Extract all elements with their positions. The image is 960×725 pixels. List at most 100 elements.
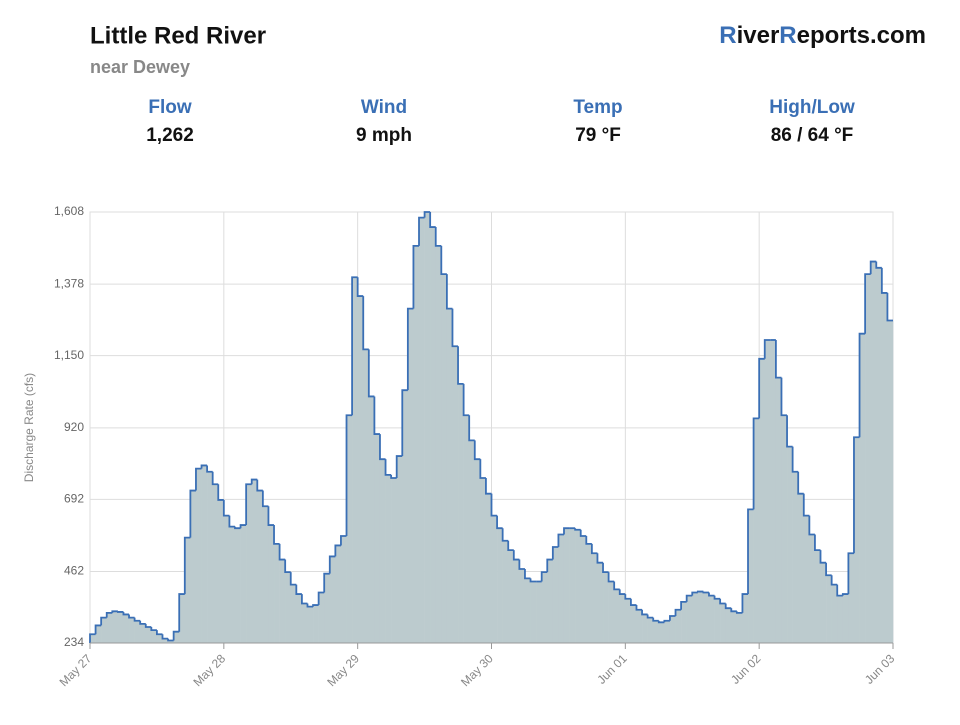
area-step [374,434,381,643]
area-step [274,543,280,643]
line-step [367,349,375,398]
area-step [870,261,877,643]
stat-label: Wind [361,97,407,118]
line-step [418,216,425,246]
line-step [334,544,341,557]
line-step [312,604,319,607]
line-step [719,598,726,605]
line-step [590,543,598,555]
line-step [373,396,380,435]
line-step [797,471,804,495]
line-step [351,276,358,416]
area-step [697,591,704,643]
area-step [781,415,788,643]
area-step [207,471,213,643]
area-step [151,630,158,643]
area-step [340,536,347,643]
area-step [708,595,715,643]
stat-value: 86 / 64 °F [771,125,854,146]
area-step [257,490,264,643]
area-step [798,493,805,643]
area-step [820,562,827,643]
line-step [501,528,509,542]
area-step [569,528,576,643]
area-step [513,559,520,643]
area-step [117,611,124,643]
y-axis-label: Discharge Rate (cfs) [22,373,36,482]
line-step [880,267,888,294]
line-step [445,274,453,310]
y-tick-label: 462 [64,564,84,578]
line-step [802,493,810,517]
area-step [391,478,398,643]
area-step [413,245,420,643]
area-step [446,308,453,643]
area-step [563,528,570,643]
brand-part: R [719,22,736,49]
y-tick-label: 234 [64,635,84,649]
y-tick-label: 692 [64,492,84,506]
area-step [363,349,370,643]
line-step [261,490,269,508]
line-step [362,296,369,351]
line-step [752,417,760,510]
area-step [106,612,113,643]
line-step [646,614,654,619]
line-step [267,506,275,526]
line-step [139,620,146,625]
line-step [206,465,213,473]
line-step [401,389,408,457]
line-step [195,467,202,491]
area-step [352,277,358,643]
area-step [218,499,225,643]
line-step [830,575,838,586]
line-step [150,627,157,632]
area-step [129,617,135,643]
area-step [480,478,487,643]
area-step [803,515,810,643]
area-step [491,515,498,643]
area-step [285,572,292,643]
line-step [869,260,877,275]
line-step [133,617,141,622]
area-step [748,509,754,643]
x-tick-label: Jun 01 [594,651,630,687]
area-step [630,605,637,643]
area-step [402,390,409,643]
area-step [686,595,693,643]
area-step [614,589,621,643]
area-step [201,465,208,643]
line-step [747,508,754,595]
area-step [379,459,386,643]
line-step [217,484,224,501]
area-step [229,526,236,643]
line-step [323,572,330,593]
line-step [116,611,124,613]
line-step [853,436,860,554]
line-step [585,536,592,545]
area-step [184,537,191,643]
area-step [619,594,626,643]
area-step [290,584,297,643]
stat-value: 9 mph [356,125,412,146]
line-step [529,578,537,583]
line-step [434,227,442,247]
line-step [234,526,241,530]
area-step [530,581,537,643]
area-step [497,528,503,643]
area-step [240,525,247,643]
area-step [876,267,883,643]
area-step [234,528,241,643]
line-step [735,611,743,614]
line-step [384,459,392,476]
area-step [262,506,269,643]
line-step [245,483,252,526]
area-step [586,543,593,643]
area-step [792,471,799,643]
area-step [324,573,331,643]
x-tick-label: Jun 03 [862,651,898,687]
y-tick-label: 1,378 [54,276,84,290]
stat-label: Temp [573,97,622,118]
area-step [653,620,660,643]
